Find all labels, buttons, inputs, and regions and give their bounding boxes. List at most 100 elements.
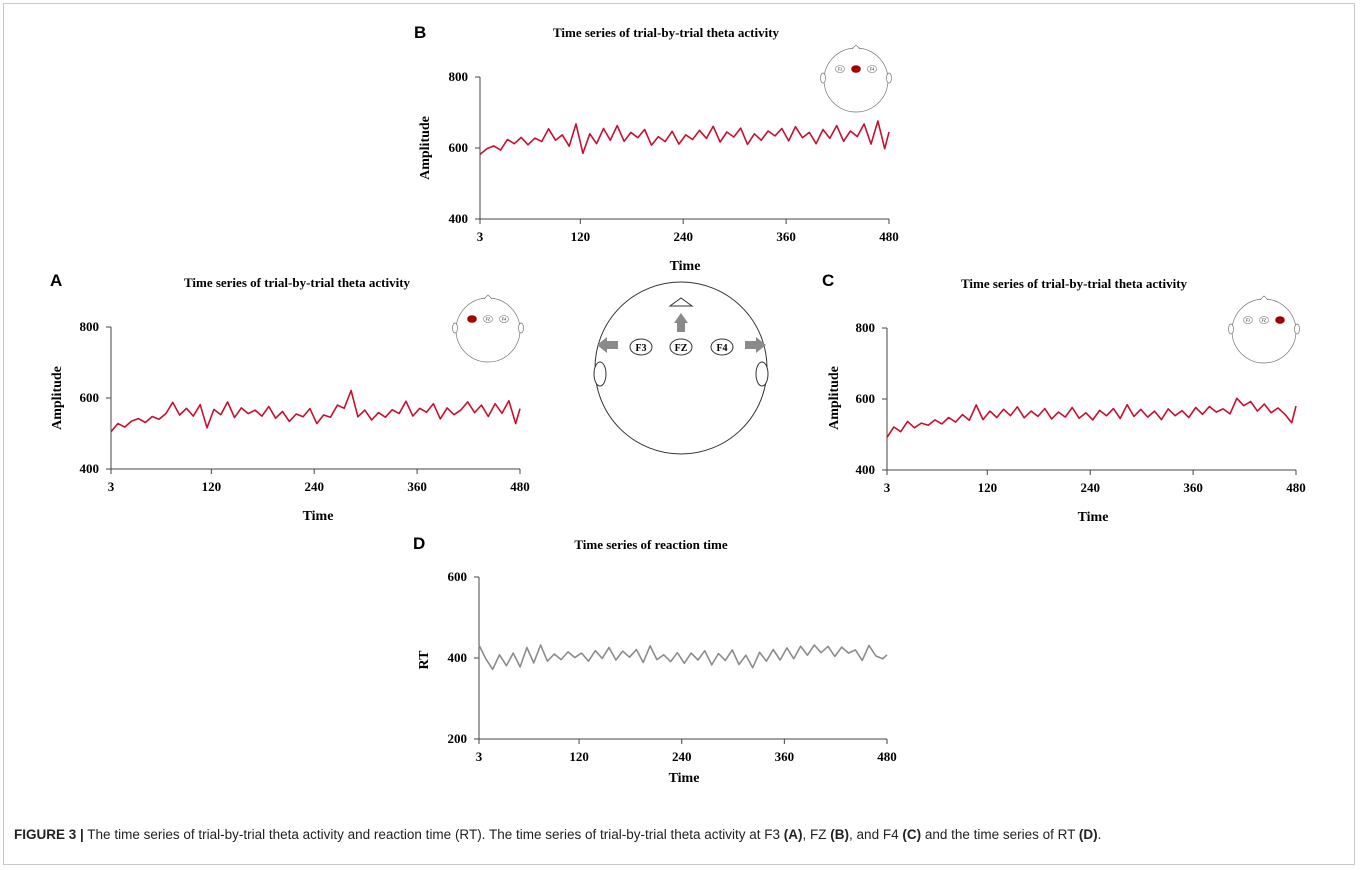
x-tick-label-a: 480: [510, 479, 530, 494]
panel-a: A Time series of trial-by-trial theta ac…: [50, 271, 411, 524]
mini-left-ear-icon: [452, 322, 458, 334]
y-axis-label-b: Amplitude: [418, 116, 433, 180]
x-tick-label-c: 360: [1183, 480, 1203, 495]
electrode-fz: FZ: [669, 338, 693, 356]
caption-text-2: , FZ: [802, 827, 831, 842]
mini-electrode-f3: [467, 315, 477, 323]
mini-electrode-fz: [483, 315, 493, 323]
mini-head-outline: [823, 47, 889, 113]
panel-letter-c: C: [822, 271, 834, 290]
mini-electrode-f4: [1275, 316, 1285, 324]
x-tick-label-c: 120: [978, 480, 998, 495]
y-tick-label-c: 600: [856, 391, 876, 406]
chart-title-d: Time series of reaction time: [574, 537, 728, 552]
x-axis-label-b: Time: [670, 259, 701, 274]
x-tick-label-d: 120: [569, 749, 589, 764]
mini-left-ear-icon: [1228, 323, 1234, 335]
mini-electrode-label-f4: F4: [870, 67, 874, 72]
caption-text-4: and the time series of RT: [921, 827, 1079, 842]
caption-ref-c: (C): [902, 827, 922, 842]
nose-icon: [668, 297, 694, 307]
panel-c: C Time series of trial-by-trial theta ac…: [822, 271, 1188, 525]
head-outline: [594, 281, 768, 455]
series-line-c: [886, 397, 1297, 438]
y-tick-label-d: 200: [448, 731, 468, 746]
electrode-f4: F4: [710, 338, 734, 356]
x-tick-label-b: 480: [879, 229, 899, 244]
caption-figure-label: FIGURE 3 |: [14, 827, 84, 842]
chart-title-c: Time series of trial-by-trial theta acti…: [961, 276, 1188, 291]
mini-head-a: FZ F4: [452, 294, 524, 363]
y-tick-label-b: 800: [449, 69, 469, 84]
panel-letter-b: B: [414, 23, 426, 42]
x-tick-label-a: 3: [108, 479, 115, 494]
right-ear-icon: [755, 361, 769, 387]
x-tick-label-b: 240: [673, 229, 693, 244]
y-tick-label-b: 400: [449, 211, 469, 226]
electrode-label-f3: F3: [635, 343, 646, 354]
caption-text-5: .: [1097, 827, 1102, 842]
mini-electrode-label-fz: FZ: [486, 317, 491, 322]
series-line-a: [110, 389, 521, 433]
figure-caption: FIGURE 3 | The time series of trial-by-t…: [14, 826, 1344, 844]
series-line-d: [478, 644, 888, 671]
electrode-f3: F3: [629, 338, 653, 356]
center-head-diagram: F3 FZ F4: [593, 281, 769, 455]
panel-letter-a: A: [50, 271, 62, 290]
mini-electrode-f3: [835, 65, 845, 73]
mini-electrode-f4: [499, 315, 509, 323]
y-tick-label-d: 600: [448, 569, 468, 584]
panel-b: B Time series of trial-by-trial theta ac…: [414, 23, 780, 274]
arrow-right-icon: [745, 337, 766, 353]
mini-electrode-label-f4: F4: [502, 317, 506, 322]
caption-text-1: The time series of trial-by-trial theta …: [83, 827, 784, 842]
figure-frame: [3, 3, 1355, 865]
mini-nose-icon: [1259, 295, 1269, 301]
figure-panels: B Time series of trial-by-trial theta ac…: [50, 23, 1306, 786]
arrow-up-icon: [674, 313, 688, 332]
x-tick-label-a: 240: [304, 479, 324, 494]
chart-title-b: Time series of trial-by-trial theta acti…: [553, 25, 780, 40]
mini-head-outline: [1231, 298, 1297, 364]
x-tick-label-b: 3: [477, 229, 484, 244]
mini-right-ear-icon: [1294, 323, 1300, 335]
y-axis-label-d: RT: [417, 650, 432, 670]
mini-right-ear-icon: [886, 72, 892, 84]
x-axis-label-a: Time: [303, 509, 334, 524]
mini-nose-icon: [851, 44, 861, 50]
y-tick-label-a: 600: [80, 390, 100, 405]
x-tick-label-c: 240: [1080, 480, 1100, 495]
left-ear-icon: [593, 361, 607, 387]
x-tick-label-d: 360: [775, 749, 795, 764]
mini-head-b: F3 F4: [820, 44, 892, 113]
arrow-left-icon: [597, 337, 618, 353]
y-tick-label-c: 400: [856, 462, 876, 477]
y-tick-label-d: 400: [448, 650, 468, 665]
mini-electrode-label-f3: F3: [838, 67, 842, 72]
y-tick-label-c: 800: [856, 320, 876, 335]
mini-electrode-label-f3: F3: [1246, 318, 1250, 323]
x-axis-label-c: Time: [1078, 510, 1109, 525]
line-chart-d: 200 400 600 3 120 240 360 480: [448, 569, 897, 764]
mini-electrode-label-fz: FZ: [1262, 318, 1267, 323]
line-chart-a: 400 600 800 3 120 240 360 480 FZ F4: [80, 294, 530, 494]
y-tick-label-a: 800: [80, 319, 100, 334]
electrode-label-fz: FZ: [675, 343, 688, 354]
chart-title-a: Time series of trial-by-trial theta acti…: [184, 275, 411, 290]
caption-ref-a: (A): [783, 827, 803, 842]
y-tick-label-b: 600: [449, 140, 469, 155]
x-tick-label-b: 120: [571, 229, 591, 244]
x-axis-label-d: Time: [669, 771, 700, 786]
x-tick-label-d: 480: [877, 749, 897, 764]
caption-ref-b: (B): [830, 827, 850, 842]
x-tick-label-a: 360: [407, 479, 427, 494]
electrode-label-f4: F4: [716, 343, 727, 354]
mini-head-c: F3 FZ: [1228, 295, 1300, 364]
x-tick-label-d: 240: [672, 749, 692, 764]
mini-electrode-f3: [1243, 316, 1253, 324]
mini-electrode-f4: [867, 65, 877, 73]
y-axis-label-a: Amplitude: [50, 366, 65, 430]
mini-right-ear-icon: [518, 322, 524, 334]
x-tick-label-c: 480: [1286, 480, 1306, 495]
mini-left-ear-icon: [820, 72, 826, 84]
